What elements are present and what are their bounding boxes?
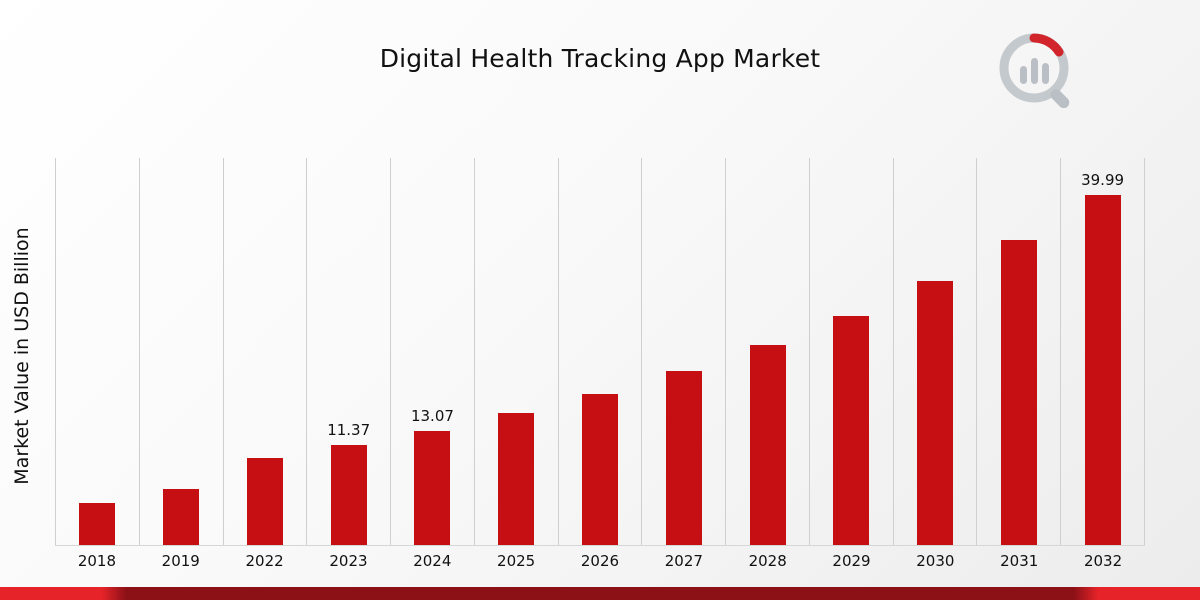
bar <box>917 280 954 545</box>
y-axis-label: Market Value in USD Billion <box>11 227 33 485</box>
x-tick-label: 2019 <box>161 552 200 570</box>
chart-title: Digital Health Tracking App Market <box>379 44 821 73</box>
bar <box>665 370 702 545</box>
x-axis: 2018 2019 2022 2023 2024 2025 2026 2027 2028 2029… <box>55 552 1145 570</box>
x-tick-label: 2029 <box>832 552 871 570</box>
bar <box>414 430 451 545</box>
bar-cell <box>55 158 139 545</box>
bar-cell: 39.99 <box>1060 158 1144 545</box>
bar-value-label: 13.07 <box>410 406 454 425</box>
x-tick-label: 2018 <box>77 552 117 570</box>
bar <box>246 458 283 545</box>
bar-cell <box>138 158 223 545</box>
bar-value-label: 39.99 <box>1081 170 1125 189</box>
plot-wrap: 11.37 13.07 39.99 <box>55 158 1145 546</box>
bar-cell <box>641 158 725 545</box>
bar <box>498 412 535 545</box>
bar-cell <box>222 158 307 545</box>
bar-cell <box>473 158 558 545</box>
x-tick-label: 2027 <box>664 552 703 570</box>
bar-cell <box>892 158 977 545</box>
bar-cell: 13.07 <box>390 158 474 545</box>
bar-chart-magnifier-icon <box>999 33 1070 109</box>
plot-area: 11.37 13.07 39.99 <box>55 158 1145 546</box>
x-tick-label: 2032 <box>1083 552 1123 570</box>
bar-cell <box>725 158 809 545</box>
x-tick-label: 2024 <box>413 552 452 570</box>
x-tick-label: 2025 <box>497 552 536 570</box>
brand-logo <box>996 30 1082 116</box>
x-tick-label: 2022 <box>245 552 284 570</box>
footer-accent-strip <box>0 587 1200 600</box>
bar-cell <box>557 158 642 545</box>
bar <box>581 394 618 545</box>
x-tick-label: 2031 <box>1000 552 1039 570</box>
bar <box>1084 194 1121 545</box>
bar <box>330 445 367 545</box>
x-tick-label: 2030 <box>916 552 955 570</box>
bar-value-label: 11.37 <box>327 421 371 440</box>
bar-cell <box>808 158 893 545</box>
bar <box>1000 240 1037 545</box>
bar <box>833 316 870 545</box>
bar-cell: 11.37 <box>306 158 390 545</box>
x-tick-label: 2023 <box>329 552 368 570</box>
x-tick-label: 2026 <box>580 552 620 570</box>
x-tick-label: 2028 <box>748 552 787 570</box>
bar <box>79 502 116 545</box>
bar <box>749 345 786 545</box>
bar <box>163 488 200 545</box>
bar-cell <box>976 158 1060 545</box>
